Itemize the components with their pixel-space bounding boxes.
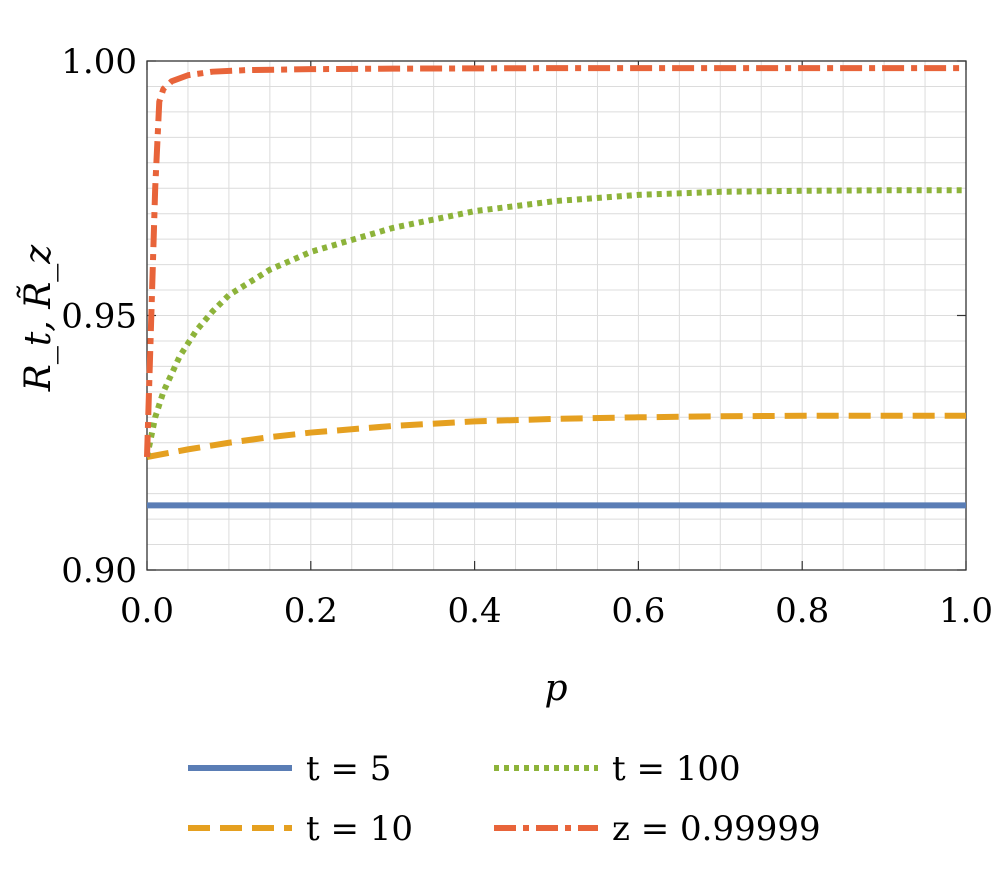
grid xyxy=(146,60,967,571)
y-axis-tick-labels: 0.90 0.95 1.00 xyxy=(61,42,137,591)
legend: t = 5 t = 10 t = 100 z = 0.99999 xyxy=(188,749,821,849)
x-axis-tick-labels: 0.0 0.2 0.4 0.6 0.8 1.0 xyxy=(120,591,993,631)
legend-label: z = 0.99999 xyxy=(612,809,821,849)
legend-label: t = 5 xyxy=(306,749,391,789)
legend-label: t = 10 xyxy=(306,809,413,849)
y-tick-label: 0.95 xyxy=(61,297,137,337)
x-tick-label: 0.0 xyxy=(120,591,174,631)
x-tick-label: 0.4 xyxy=(448,591,502,631)
series-line-4 xyxy=(144,65,966,458)
x-tick-label: 0.6 xyxy=(611,591,665,631)
y-tick-label: 0.90 xyxy=(61,551,137,591)
x-tick-label: 1.0 xyxy=(939,591,993,631)
x-tick-label: 0.8 xyxy=(775,591,829,631)
series-line-2 xyxy=(146,412,966,460)
y-tick-label: 1.00 xyxy=(61,42,137,82)
series-line-3 xyxy=(144,187,966,458)
series-layer xyxy=(144,65,966,509)
y-axis-title: R_t, R̃_z xyxy=(17,244,59,393)
x-tick-label: 0.2 xyxy=(284,591,338,631)
x-axis-title: p xyxy=(544,668,567,709)
axis-ticks xyxy=(146,60,967,571)
legend-label: t = 100 xyxy=(612,749,741,789)
